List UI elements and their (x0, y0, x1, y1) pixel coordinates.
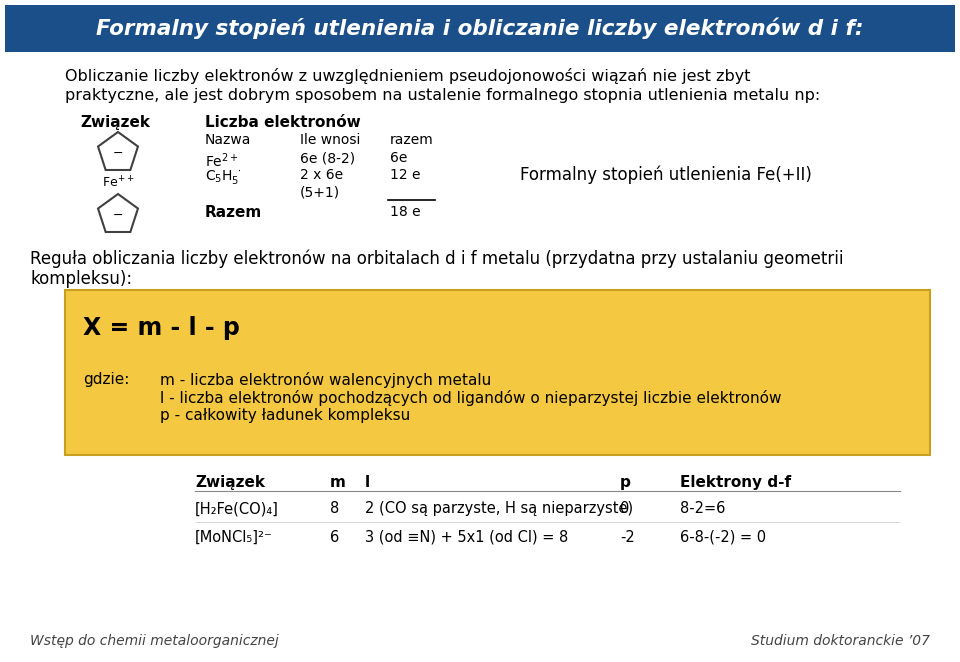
Text: 6e: 6e (390, 151, 407, 165)
Text: 8: 8 (330, 501, 339, 516)
Text: 12 e: 12 e (390, 168, 420, 182)
Text: Ile wnosi: Ile wnosi (300, 133, 360, 147)
Text: −: − (112, 146, 123, 160)
Text: kompleksu):: kompleksu): (30, 270, 132, 288)
Text: 3 (od ≡N) + 5x1 (od Cl) = 8: 3 (od ≡N) + 5x1 (od Cl) = 8 (365, 530, 568, 545)
Text: C$_5$H$_5^{\ \cdot}$: C$_5$H$_5^{\ \cdot}$ (205, 168, 241, 186)
Text: m: m (330, 475, 346, 490)
Text: (5+1): (5+1) (300, 185, 340, 199)
Text: 6-8-(-2) = 0: 6-8-(-2) = 0 (680, 530, 766, 545)
Text: Elektrony d-f: Elektrony d-f (680, 475, 791, 490)
Text: 18 e: 18 e (390, 205, 420, 219)
Text: praktyczne, ale jest dobrym sposobem na ustalenie formalnego stopnia utlenienia : praktyczne, ale jest dobrym sposobem na … (65, 88, 820, 103)
Text: razem: razem (390, 133, 434, 147)
Text: Formalny stopień utlenienia i obliczanie liczby elektronów d i f:: Formalny stopień utlenienia i obliczanie… (96, 17, 864, 39)
Text: 2 (CO są parzyste, H są nieparzyste): 2 (CO są parzyste, H są nieparzyste) (365, 501, 634, 516)
Text: Nazwa: Nazwa (205, 133, 252, 147)
Text: Razem: Razem (205, 205, 262, 220)
Text: 6: 6 (330, 530, 339, 545)
Text: Formalny stopień utlenienia Fe(+II): Formalny stopień utlenienia Fe(+II) (520, 166, 812, 184)
Text: -2: -2 (620, 530, 635, 545)
Text: Fe$^{2+}$: Fe$^{2+}$ (205, 151, 239, 169)
Text: [MoNCl₅]²⁻: [MoNCl₅]²⁻ (195, 530, 273, 545)
Text: l - liczba elektronów pochodzących od ligandów o nieparzystej liczbie elektronów: l - liczba elektronów pochodzących od li… (160, 390, 781, 406)
Text: Fe$^{++}$: Fe$^{++}$ (102, 175, 134, 191)
Text: m - liczba elektronów walencyjnych metalu: m - liczba elektronów walencyjnych metal… (160, 372, 492, 388)
Text: X = m - l - p: X = m - l - p (83, 316, 240, 340)
Text: Wstęp do chemii metaloorganicznej: Wstęp do chemii metaloorganicznej (30, 634, 278, 648)
Text: 0: 0 (620, 501, 630, 516)
Text: Obliczanie liczby elektronów z uwzględnieniem pseudojonowości wiązań nie jest zb: Obliczanie liczby elektronów z uwzględni… (65, 68, 751, 84)
Text: [H₂Fe(CO)₄]: [H₂Fe(CO)₄] (195, 501, 278, 516)
Text: −: − (112, 209, 123, 222)
Text: 2 x 6e: 2 x 6e (300, 168, 343, 182)
Text: p: p (620, 475, 631, 490)
Text: gdzie:: gdzie: (83, 372, 130, 387)
Bar (5, 5, 955, 52)
Text: Liczba elektronów: Liczba elektronów (205, 115, 361, 130)
Text: Związek: Związek (80, 115, 150, 130)
FancyBboxPatch shape (65, 290, 930, 455)
Text: l: l (365, 475, 371, 490)
Text: 6e (8-2): 6e (8-2) (300, 151, 355, 165)
Text: Reguła obliczania liczby elektronów na orbitalach d i f metalu (przydatna przy u: Reguła obliczania liczby elektronów na o… (30, 250, 844, 269)
Text: 8-2=6: 8-2=6 (680, 501, 726, 516)
Text: Związek: Związek (195, 475, 265, 490)
Text: p - całkowity ładunek kompleksu: p - całkowity ładunek kompleksu (160, 408, 410, 423)
Text: Studium doktoranckie ’07: Studium doktoranckie ’07 (751, 634, 930, 648)
